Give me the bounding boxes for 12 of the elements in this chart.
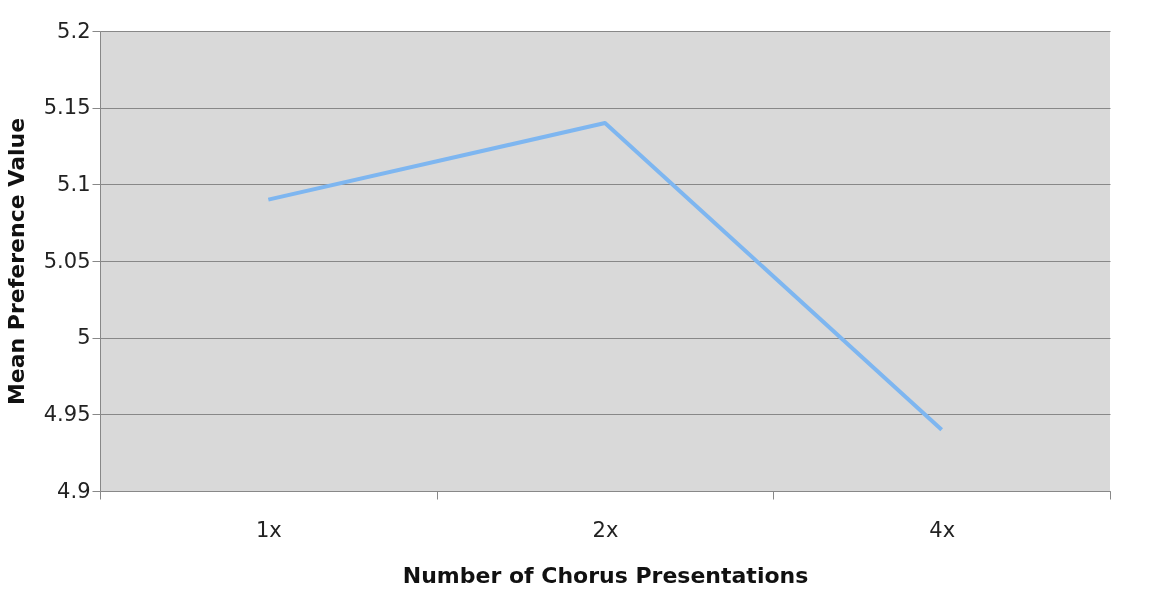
x-axis-title: Number of Chorus Presentations xyxy=(402,562,809,588)
y-tick-label: 5.2 xyxy=(57,18,91,43)
y-tick-label: 4.9 xyxy=(57,478,91,503)
y-tick-label: 5.1 xyxy=(57,171,91,196)
y-tick-label: 5.15 xyxy=(43,95,91,120)
x-tick-label: 4x xyxy=(929,517,956,542)
y-tick-label: 4.95 xyxy=(43,401,91,426)
x-tick-label: 2x xyxy=(592,517,619,542)
y-tick-label: 5.05 xyxy=(43,248,91,273)
y-tick-label: 5 xyxy=(77,325,91,350)
y-axis-title: Mean Preference Value xyxy=(3,117,29,406)
x-tick-label: 1x xyxy=(255,517,282,542)
